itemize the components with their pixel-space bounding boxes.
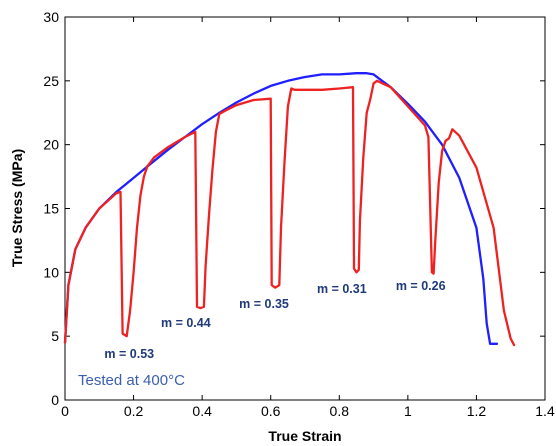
y-tick-label: 20 xyxy=(43,137,59,153)
x-tick-label: 0 xyxy=(61,403,69,419)
constant-rate-line xyxy=(63,72,499,345)
rate-jump-line xyxy=(63,79,516,347)
x-axis-title: True Strain xyxy=(268,428,341,444)
x-tick-label: 1.4 xyxy=(535,403,555,419)
y-tick-label: 25 xyxy=(43,73,59,89)
y-tick-label: 0 xyxy=(51,392,59,408)
x-tick-labels: 0 0.2 0.4 0.6 0.8 1 1.2 1.4 xyxy=(61,403,555,419)
y-tick-label: 15 xyxy=(43,201,59,217)
x-tick-label: 0.8 xyxy=(330,403,350,419)
m-value-label: m = 0.35 xyxy=(239,297,289,311)
x-tick-label: 1 xyxy=(404,403,412,419)
y-tick-label: 10 xyxy=(43,264,59,280)
x-tick-label: 1.2 xyxy=(467,403,487,419)
m-annotations: m = 0.53 m = 0.44 m = 0.35 m = 0.31 m = 0.26 xyxy=(104,279,445,361)
y-tick-label: 5 xyxy=(51,328,59,344)
x-tick-label: 0.2 xyxy=(124,403,144,419)
axis-ticks xyxy=(64,16,546,401)
y-tick-labels: 0 5 10 15 20 25 30 xyxy=(43,9,59,408)
m-value-label: m = 0.53 xyxy=(104,347,154,361)
m-value-label: m = 0.44 xyxy=(161,316,211,330)
tested-note: Tested at 400°C xyxy=(78,372,185,389)
x-tick-label: 0.6 xyxy=(261,403,281,419)
y-tick-label: 30 xyxy=(43,9,59,25)
y-axis-title: True Stress (MPa) xyxy=(9,149,25,267)
x-tick-label: 0.4 xyxy=(192,403,212,419)
m-value-label: m = 0.26 xyxy=(396,279,446,293)
series-layer xyxy=(63,72,516,347)
m-value-label: m = 0.31 xyxy=(317,282,367,296)
plot-area xyxy=(64,16,546,401)
